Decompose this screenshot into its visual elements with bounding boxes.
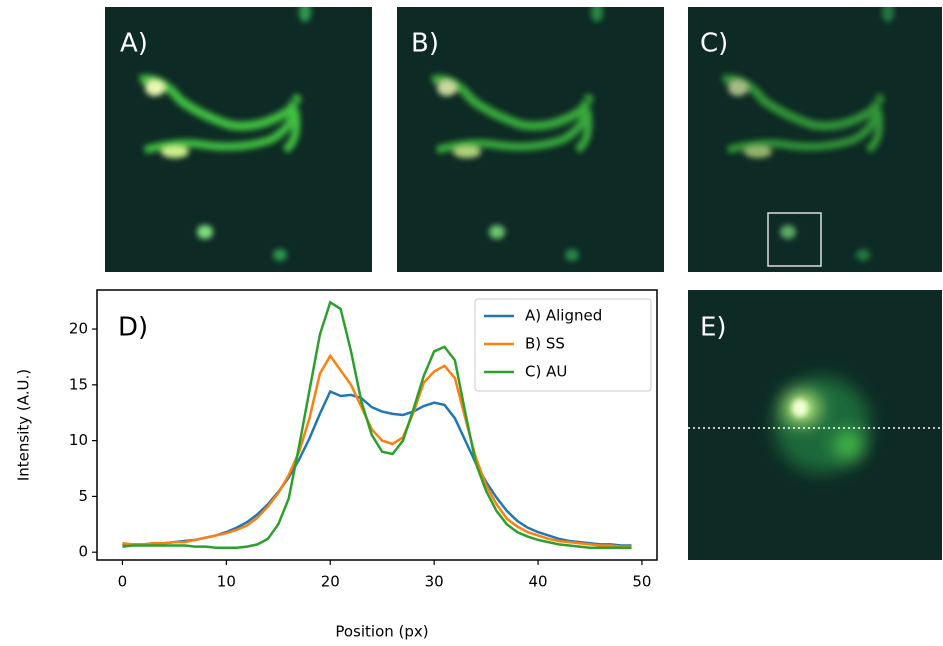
plot-frame <box>96 289 658 561</box>
y-tick-label: 20 <box>69 320 88 338</box>
panel-label: E) <box>700 313 727 343</box>
y-tick-label: 0 <box>78 543 88 561</box>
y-tick-label: 10 <box>69 431 88 449</box>
panel-label: A) <box>120 29 148 59</box>
image-b <box>397 7 664 272</box>
legend-box <box>474 298 652 392</box>
image-c <box>688 7 942 272</box>
legend-label: C) AU <box>525 363 567 381</box>
legend-label: B) SS <box>525 335 565 353</box>
panel-label: B) <box>411 29 439 59</box>
x-tick-label: 30 <box>425 573 444 591</box>
data-line <box>122 389 632 547</box>
data-line <box>122 353 632 548</box>
y-tick-label: 15 <box>69 375 88 393</box>
image-e <box>688 290 942 560</box>
x-tick-label: 40 <box>528 573 547 591</box>
y-tick-label: 5 <box>78 487 88 505</box>
x-tick-label: 0 <box>118 573 128 591</box>
panel-label: D) <box>118 313 148 343</box>
x-tick-label: 10 <box>217 573 236 591</box>
x-axis-label: Position (px) <box>335 623 428 641</box>
image-a <box>105 7 372 272</box>
panel-label: C) <box>700 29 728 59</box>
x-tick-label: 50 <box>632 573 651 591</box>
data-line <box>122 300 632 549</box>
legend-label: A) Aligned <box>525 307 602 325</box>
x-tick-label: 20 <box>321 573 340 591</box>
y-axis-label: Intensity (A.U.) <box>15 369 33 481</box>
